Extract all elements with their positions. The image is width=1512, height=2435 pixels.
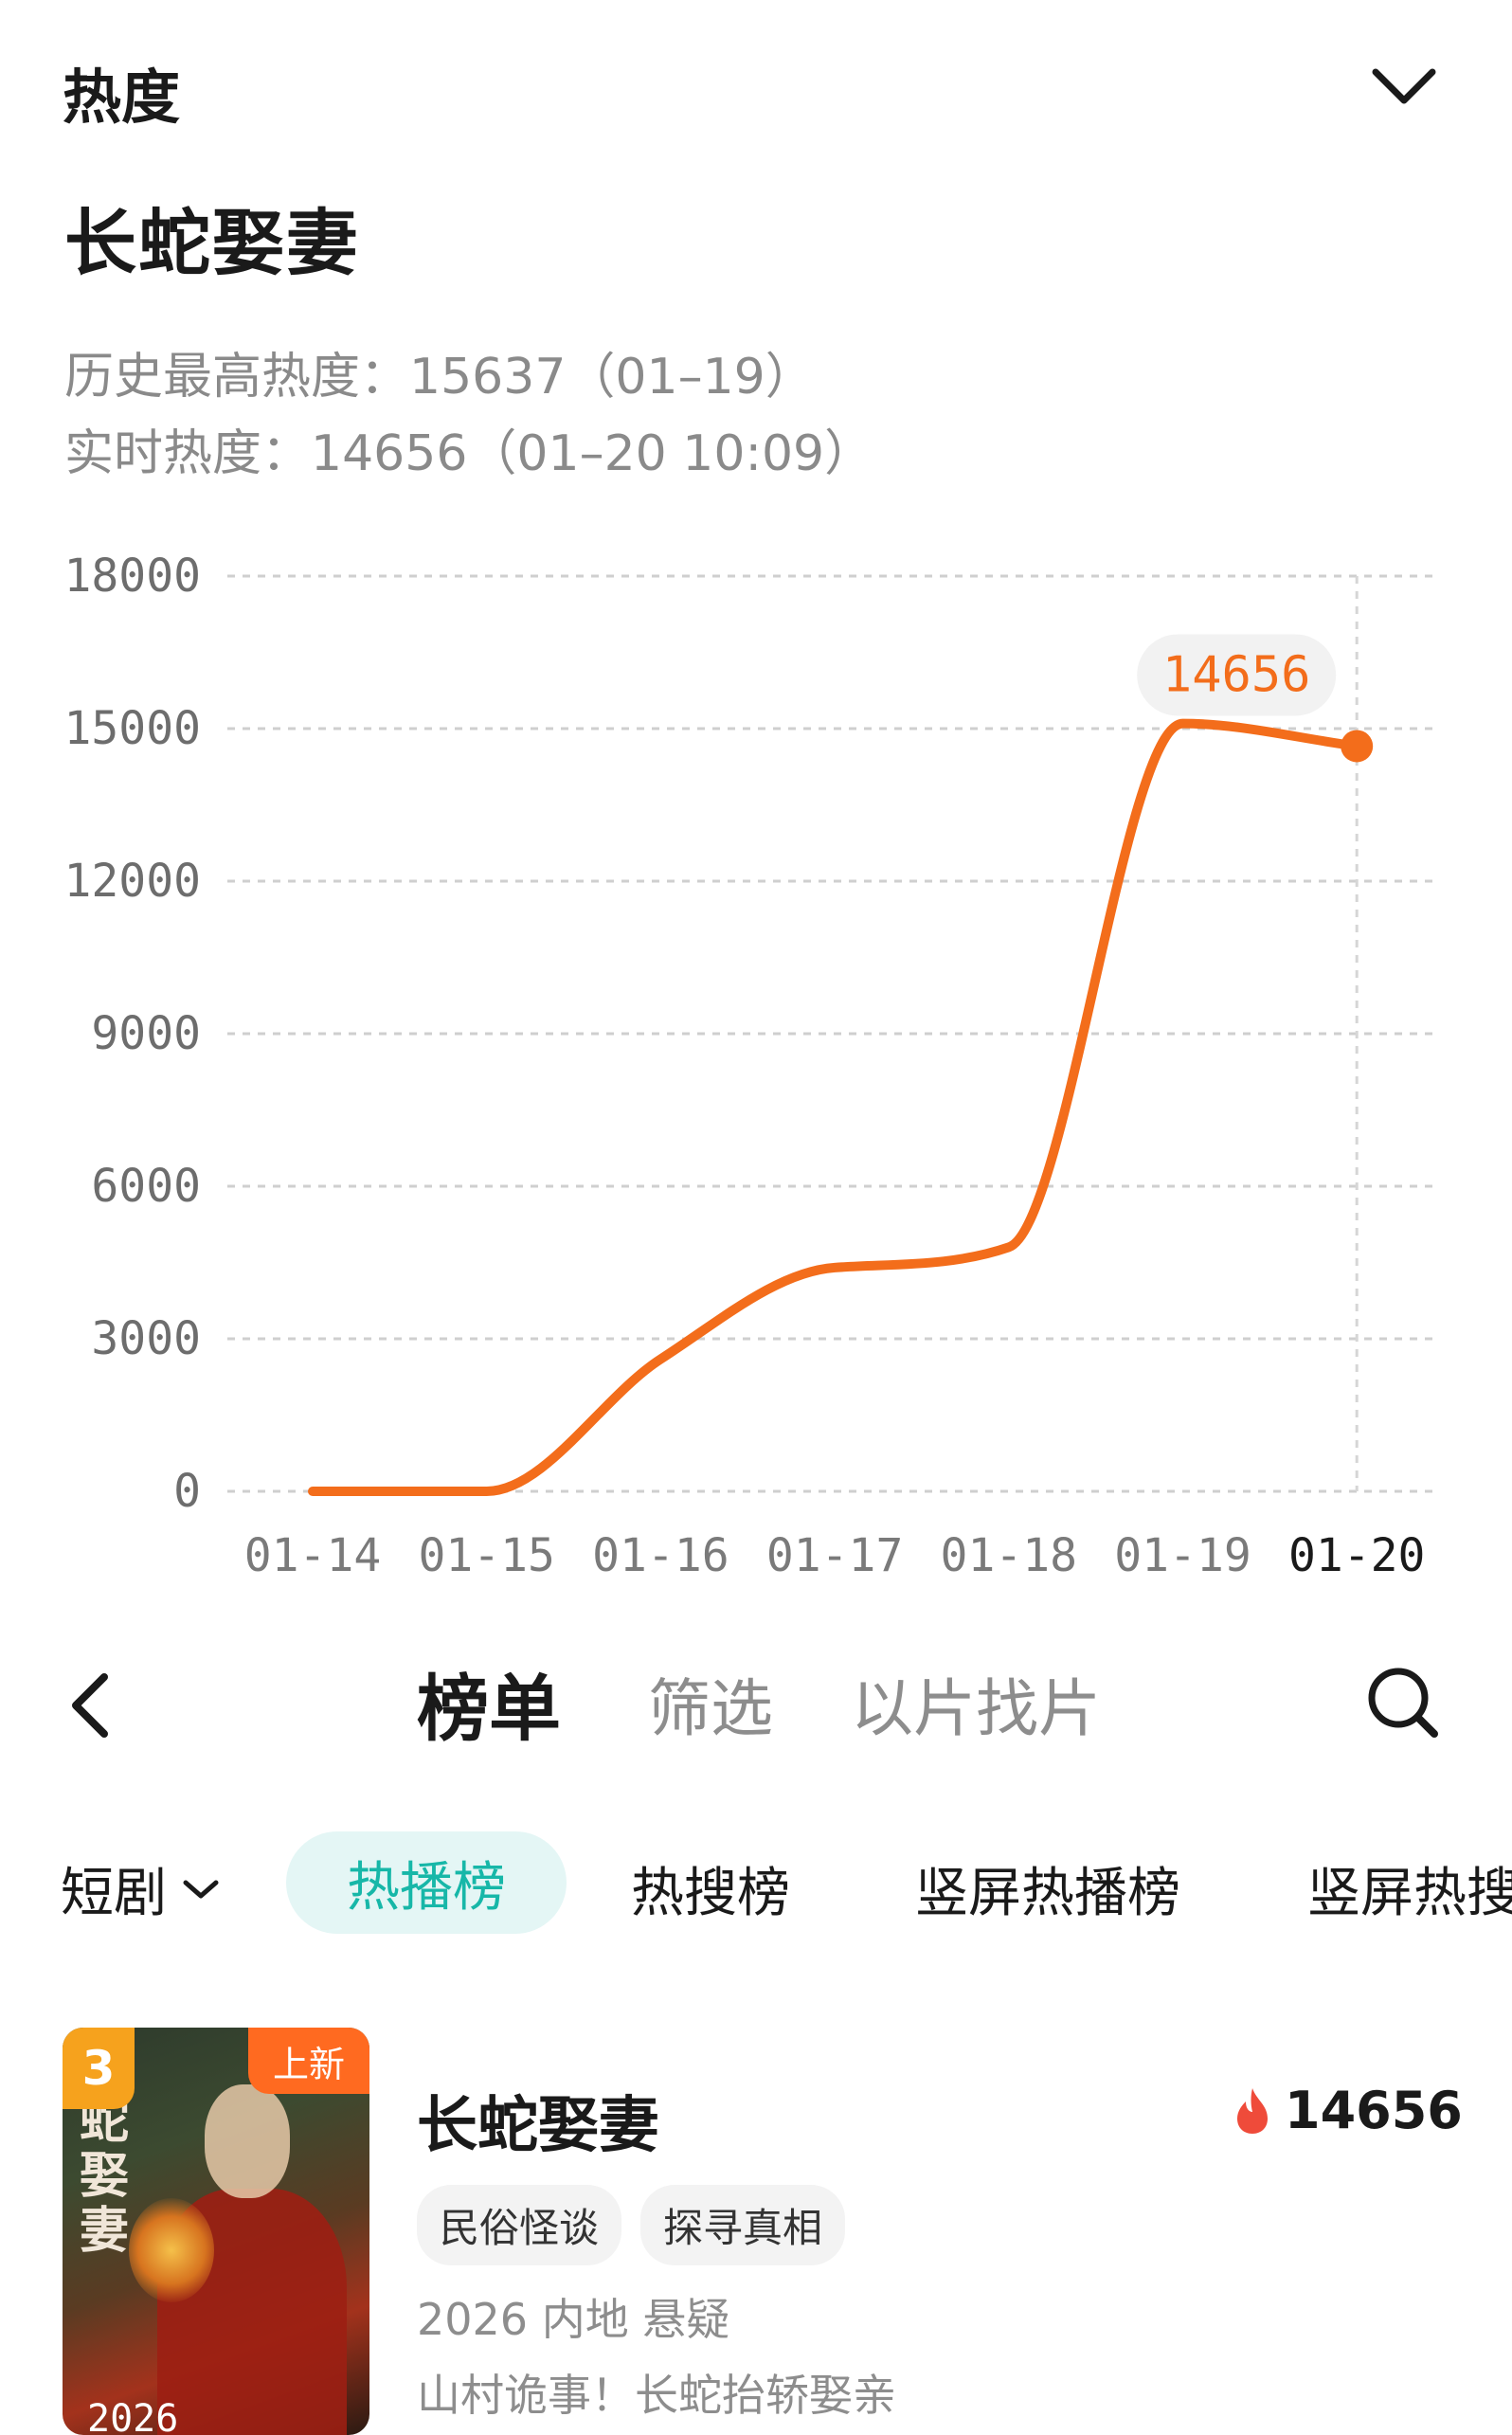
poster-calligraphy: 蛇娶妻 [80,2092,130,2260]
category-dropdown[interactable]: 短剧 [61,1850,222,1927]
list-item[interactable]: 蛇娶妻 3 上新 2026 长蛇娶妻 14656 民俗怪谈 探寻真相 2026 … [0,2028,1512,2435]
card-title[interactable]: 长蛇娶妻 [417,2091,659,2161]
tag-list: 民俗怪谈 探寻真相 [417,2185,846,2265]
tab-hot-play[interactable]: 热播榜 [286,1831,567,1934]
y-tick-label: 12000 [64,855,202,908]
x-tick-label: 01-15 [418,1529,555,1582]
heat-line-chart: 18000 15000 12000 9000 6000 3000 0 01-14 01-15 01… [64,550,1440,1582]
heat-value: 14656 [1285,2081,1463,2140]
drama-title: 长蛇娶妻 [64,201,360,285]
x-tick-label: 01-17 [766,1529,904,1582]
x-tick-label: 01-20 [1288,1529,1426,1582]
rank-badge: 3 [63,2028,135,2109]
tag-seek-truth[interactable]: 探寻真相 [640,2185,846,2265]
panel-title: 热度 [63,63,181,132]
y-tick-label: 6000 [91,1160,201,1213]
value-bubble [1137,634,1337,716]
data-point [1341,730,1374,763]
y-tick-label: 3000 [91,1312,201,1365]
chevron-down-icon[interactable] [1366,59,1442,116]
poster-year: 2026 [87,2397,179,2435]
tab-rankings[interactable]: 榜单 [417,1667,561,1751]
tab-find-similar[interactable]: 以片找片 [851,1672,1101,1745]
x-tick-label: 01-18 [941,1529,1078,1582]
meta-info: 2026 内地 悬疑 [417,2294,730,2345]
highlight-value-label: 14656 [1162,646,1311,703]
heat-panel [0,0,1512,1611]
tab-vertical-hot-search[interactable]: 竖屏热搜 [1307,1863,1512,1924]
category-row: 短剧 热播榜 热搜榜 竖屏热播榜 竖屏热搜 [0,1824,1512,1938]
realtime-heat-text: 实时热度：14656（01–20 10:09） [64,425,874,482]
x-tick-label: 01-14 [244,1529,382,1582]
heat-score: 14656 [1232,2081,1463,2140]
tab-filter[interactable]: 筛选 [648,1672,773,1745]
chevron-down-icon [183,1880,219,1898]
y-tick-label: 15000 [64,702,202,755]
poster-image[interactable]: 蛇娶妻 3 上新 2026 [63,2028,369,2435]
tab-hot-search[interactable]: 热搜榜 [631,1863,790,1924]
series-line [308,718,1362,1496]
tab-vertical-hot-play[interactable]: 竖屏热播榜 [915,1863,1180,1924]
history-peak-text: 历史最高热度：15637（01–19） [64,349,815,406]
x-tick-label: 01-16 [592,1529,729,1582]
category-dropdown-label: 短剧 [61,1863,167,1924]
y-tick-label: 9000 [91,1007,201,1060]
top-nav-bar: 榜单 筛选 以片找片 [0,1630,1512,1772]
flame-icon [1237,2087,1268,2134]
tag-folk-tales[interactable]: 民俗怪谈 [417,2185,622,2265]
x-tick-label: 01-19 [1114,1529,1251,1582]
new-badge: 上新 [248,2028,369,2094]
description: 山村诡事！长蛇抬轿娶亲 [417,2370,896,2421]
search-icon[interactable] [1364,1664,1442,1741]
chevron-left-icon[interactable] [59,1668,125,1743]
y-tick-label: 0 [173,1465,201,1518]
y-tick-label: 18000 [64,550,202,603]
